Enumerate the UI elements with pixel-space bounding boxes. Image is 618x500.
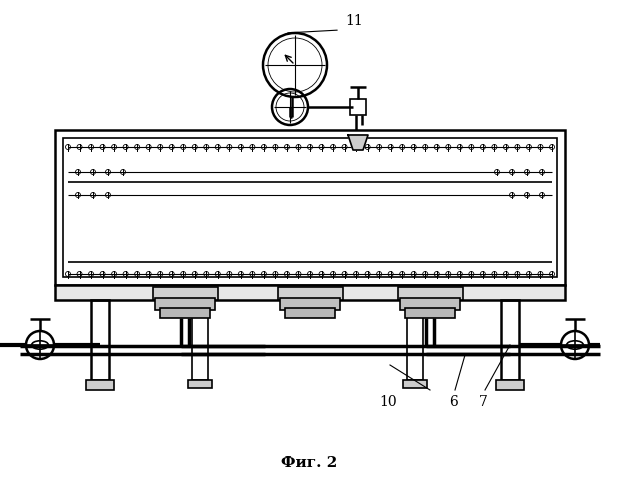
Bar — [155, 298, 215, 310]
Bar — [188, 380, 212, 388]
Text: Фиг. 2: Фиг. 2 — [281, 456, 337, 470]
Bar — [55, 130, 565, 285]
Bar — [153, 287, 218, 300]
Bar — [63, 138, 557, 277]
Text: 7: 7 — [478, 395, 488, 409]
Bar — [55, 285, 565, 300]
Bar — [403, 380, 427, 388]
Bar — [285, 308, 335, 318]
Bar — [400, 298, 460, 310]
Text: 10: 10 — [379, 395, 397, 409]
Bar — [278, 287, 343, 300]
Bar — [86, 380, 114, 390]
Text: 11: 11 — [345, 14, 363, 28]
Bar — [501, 300, 519, 380]
Bar — [496, 380, 524, 390]
Bar — [192, 300, 208, 380]
Bar — [407, 300, 423, 380]
Bar — [350, 99, 366, 115]
Bar — [280, 298, 340, 310]
Bar — [91, 300, 109, 380]
Polygon shape — [348, 135, 368, 150]
Text: 6: 6 — [449, 395, 457, 409]
Bar — [160, 308, 210, 318]
Bar — [405, 308, 455, 318]
Bar — [398, 287, 463, 300]
